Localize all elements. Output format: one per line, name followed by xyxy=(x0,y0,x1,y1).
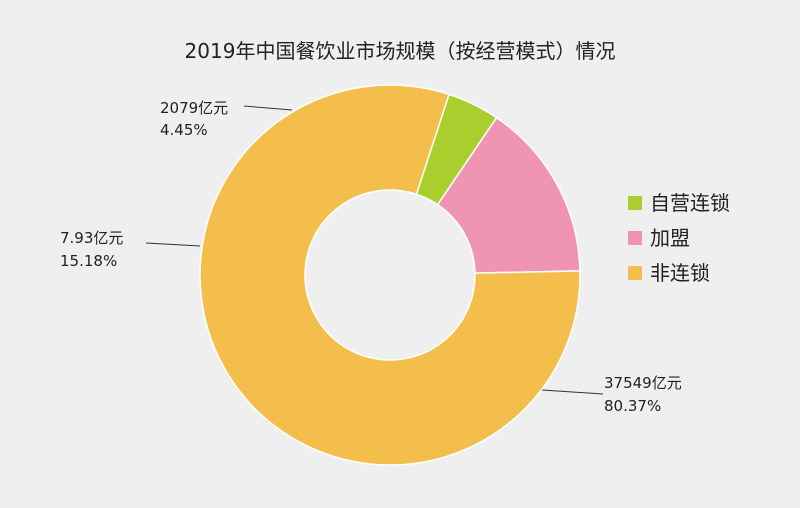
legend-swatch-2 xyxy=(628,231,642,245)
value-label-1: 2079亿元 xyxy=(160,99,228,117)
legend-swatch-1 xyxy=(628,196,642,210)
value-label-3: 37549亿元 xyxy=(604,374,682,392)
percent-label-3: 80.37% xyxy=(604,397,661,415)
value-label-2: 7.93亿元 xyxy=(60,229,123,247)
donut-slice-3 xyxy=(199,84,581,466)
legend-swatch-3 xyxy=(628,266,642,280)
leader-line-3 xyxy=(541,389,604,395)
leader-line-2 xyxy=(145,242,201,247)
slice-labels: 2079亿元 4.45% 7.93亿元 15.18% 37549亿元 80.37% xyxy=(60,99,682,415)
legend-label-1: 自营连锁 xyxy=(650,191,730,215)
leader-line-1 xyxy=(243,105,293,111)
percent-label-1: 4.45% xyxy=(160,121,208,139)
percent-label-2: 15.18% xyxy=(60,252,117,270)
donut-slices xyxy=(199,84,581,466)
legend-label-2: 加盟 xyxy=(650,226,690,250)
donut-slice-2 xyxy=(436,116,581,274)
legend-label-3: 非连锁 xyxy=(650,261,710,285)
chart-title: 2019年中国餐饮业市场规模（按经营模式）情况 xyxy=(185,39,616,63)
